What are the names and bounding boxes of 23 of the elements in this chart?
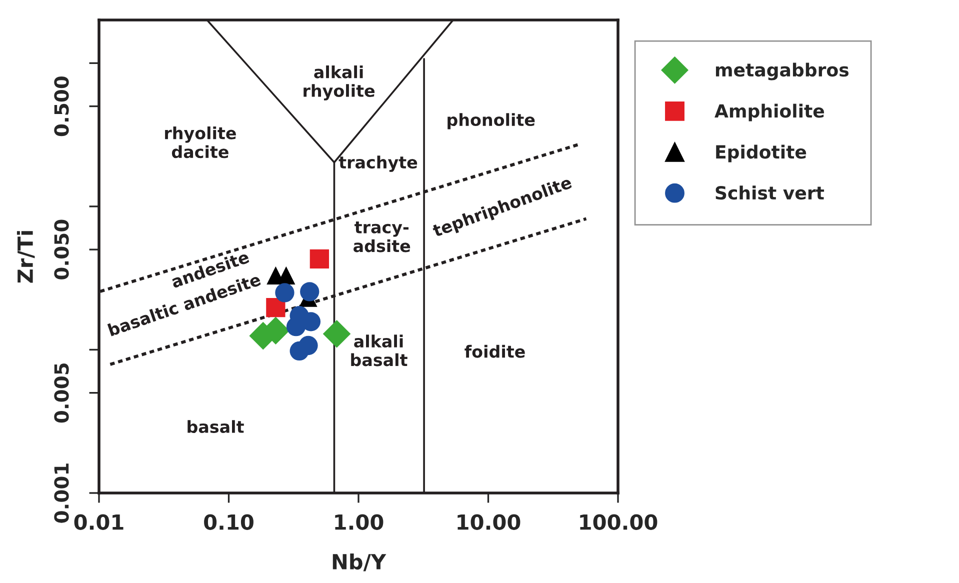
legend-label: Amphiolite — [714, 104, 824, 122]
y-tick-label: 0.005 — [54, 363, 69, 423]
legend-label: metagabbros — [716, 62, 849, 80]
x-axis-title: Nb/Y — [332, 553, 386, 572]
y-tick-label: 0.500 — [54, 76, 69, 136]
annotation: rhyolite dacite — [165, 126, 236, 158]
x-tick-label: 10.00 — [458, 514, 520, 530]
y-tick-label: 0.001 — [54, 464, 69, 523]
x-tick-label: 0.01 — [74, 514, 124, 530]
annotation: alkali rhyolite — [304, 65, 375, 100]
x-tick-label: 100.00 — [580, 514, 658, 530]
annotation: phonolite — [448, 113, 535, 130]
legend-label: Epidotite — [716, 144, 806, 162]
legend-label: Schist vert — [716, 186, 824, 200]
x-tick-label: 1.00 — [335, 514, 384, 530]
annotation: tracy- adsite — [354, 221, 410, 252]
annotation: foidite — [464, 344, 525, 358]
annotation: trachyte — [338, 156, 418, 172]
x-tick-label: 0.10 — [204, 514, 254, 530]
annotation: basalt — [188, 420, 244, 434]
y-tick-label: 0.050 — [54, 220, 69, 280]
annotation: alkali basalt — [351, 334, 408, 366]
y-axis-title: Zr/Ti — [16, 231, 35, 283]
